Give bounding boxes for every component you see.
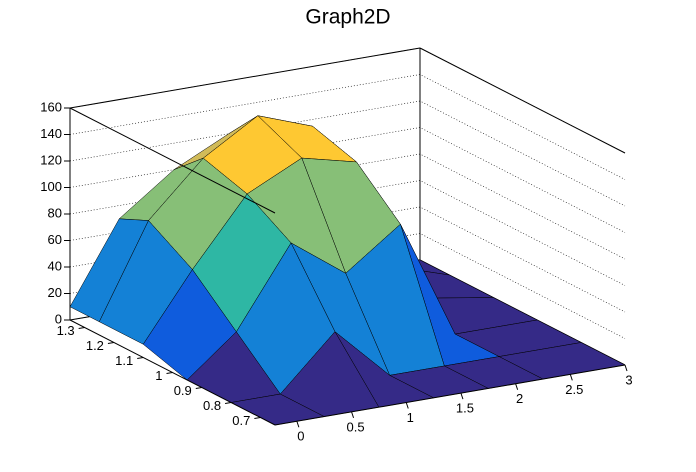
y-tick-label: 1.1 [115, 353, 133, 368]
y-tick [137, 357, 144, 359]
x-tick [351, 411, 355, 419]
box-edge [69, 107, 276, 214]
x-tick-label: 0.5 [347, 419, 365, 434]
y-tick [195, 387, 202, 389]
x-tick [296, 421, 300, 428]
x-axis [274, 364, 626, 426]
y-tick-label: 0.7 [232, 413, 250, 428]
y-tick [166, 372, 173, 374]
z-tick-label: 80 [48, 205, 62, 220]
y-tick-label: 0.8 [203, 398, 221, 413]
z-tick-label: 120 [40, 152, 62, 167]
z-tick-label: 20 [48, 285, 62, 300]
x-tick [624, 364, 628, 372]
z-tick-label: 100 [40, 179, 62, 194]
x-tick-label: 1 [407, 410, 414, 425]
y-tick [254, 417, 261, 419]
x-tick-label: 2.5 [565, 382, 583, 397]
z-tick-label: 160 [40, 99, 62, 114]
z-tick-label: 40 [48, 258, 62, 273]
y-tick [107, 342, 115, 344]
x-tick-label: 0 [297, 429, 304, 444]
z-tick-label: 0 [55, 311, 62, 326]
chart-title: Graph2D [305, 6, 390, 29]
x-tick-label: 3 [625, 372, 632, 387]
y-tick-label: 1.2 [86, 338, 104, 353]
x-tick [515, 383, 519, 390]
box-edge [69, 47, 421, 109]
y-tick-label: 0.9 [174, 383, 192, 398]
box-edge [419, 47, 626, 154]
x-tick [460, 392, 464, 400]
grid-line [69, 47, 626, 154]
x-tick [405, 402, 409, 409]
x-tick [569, 374, 573, 381]
y-tick [224, 402, 232, 404]
y-tick [78, 327, 85, 329]
z-tick-label: 140 [40, 126, 62, 141]
y-tick-label: 1 [155, 368, 162, 383]
z-tick-label: 60 [48, 232, 62, 247]
x-tick-label: 2 [516, 391, 523, 406]
y-tick-label: 1.3 [57, 323, 75, 338]
x-tick-label: 1.5 [456, 401, 474, 416]
